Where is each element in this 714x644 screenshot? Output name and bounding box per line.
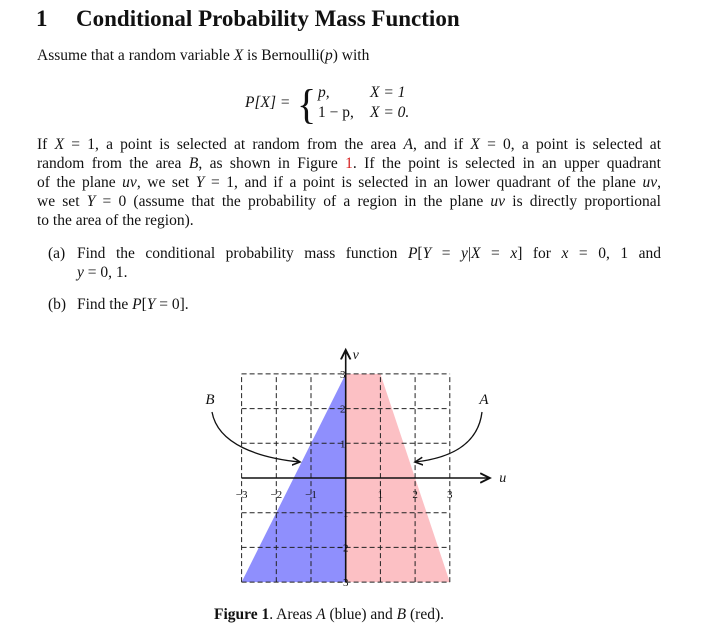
math-symbol: uv <box>122 174 137 191</box>
figure-reference-link[interactable]: 1 <box>345 155 353 172</box>
x-tick-label: 1 <box>378 489 384 501</box>
formula-brace: { <box>297 80 317 129</box>
caption-label: Figure 1 <box>214 606 270 623</box>
text-run: , and if <box>412 136 471 153</box>
section-title: Conditional Probability Mass Function <box>76 6 460 31</box>
math-symbol: p <box>324 47 333 64</box>
text-run: = 0 (assume that the probability of a re… <box>95 193 491 210</box>
math-symbol: Y <box>422 245 432 262</box>
text-run: is Bernoulli( <box>243 47 325 64</box>
text-run: Find the <box>77 296 133 313</box>
text-run: we set <box>37 193 87 210</box>
x-tick-label: 2 <box>412 489 418 501</box>
text-run: = 0]. <box>155 296 189 313</box>
x-tick-label: 3 <box>447 489 453 501</box>
text-run: If <box>37 136 55 153</box>
text-run: = 0, 1. <box>83 264 128 281</box>
paragraph-line: we set Y = 0 (assume that the probabilit… <box>37 193 661 211</box>
case-2-value: 1 − p, <box>318 104 354 121</box>
intro-line: Assume that a random variable X is Berno… <box>37 47 369 65</box>
text-run: = 0, 1 and <box>568 245 661 262</box>
caption-a: A <box>316 606 326 623</box>
part-a-line: y = 0, 1. <box>77 264 128 282</box>
section-heading: 1 Conditional Probability Mass Function <box>36 6 460 32</box>
caption-text: . Areas <box>269 606 317 623</box>
y-tick-label: 2 <box>340 404 346 416</box>
paragraph-line: If X = 1, a point is selected at random … <box>37 136 661 154</box>
math-symbol: A <box>403 136 413 153</box>
text-run: , <box>657 174 662 191</box>
math-symbol: X <box>471 245 481 262</box>
section-number: 1 <box>36 6 48 31</box>
x-tick-label: −1 <box>305 489 317 501</box>
text-run: ] for <box>517 245 562 262</box>
text-run: = <box>431 245 462 262</box>
v-axis-label: v <box>353 348 360 363</box>
text-run: = 0, a point is selected at <box>479 136 661 153</box>
arrow-a <box>415 411 483 462</box>
text-run: Assume that a random variable <box>37 47 234 64</box>
text-run: = <box>480 245 511 262</box>
y-tick-label: −3 <box>337 577 349 589</box>
text-run: [ <box>141 296 147 313</box>
part-b-label: (b) <box>48 296 67 313</box>
text-run: [ <box>417 245 423 262</box>
text-run: = 1, a point is selected at random from … <box>64 136 404 153</box>
math-symbol: P <box>407 245 418 262</box>
region-label-b: B <box>205 392 214 408</box>
formula-lhs: P[X] = <box>245 94 291 111</box>
text-run: , we set <box>136 174 196 191</box>
text-run: is directly proportional <box>505 193 661 210</box>
case-1-value: p, <box>318 84 330 101</box>
math-symbol: P <box>132 296 142 313</box>
figure-areas: −3 −2 −1 1 2 3 3 2 1 −1 −2 −3 u v B A <box>205 340 506 589</box>
math-symbol: uv <box>490 193 506 210</box>
caption-b: B <box>396 606 407 623</box>
math-symbol: X <box>233 47 244 64</box>
math-symbol: x <box>561 245 569 262</box>
y-tick-label: 3 <box>340 369 346 381</box>
y-tick-label: 1 <box>340 438 346 450</box>
figure-caption: Figure 1. Areas A (blue) and B (red). <box>214 606 444 624</box>
caption-text: (blue) and <box>325 606 397 623</box>
text-run: . If the point is selected in an upper q… <box>352 155 661 172</box>
u-axis-label: u <box>499 471 506 486</box>
x-tick-label: −3 <box>236 489 248 501</box>
math-symbol: Y <box>195 174 205 191</box>
y-tick-label: −2 <box>337 542 349 554</box>
text-run: = 1, and if a point is selected in an lo… <box>204 174 643 191</box>
caption-text: (red). <box>406 606 444 623</box>
text-run: Find the conditional probability mass fu… <box>77 245 408 262</box>
paragraph-line: random from the area B, as shown in Figu… <box>37 155 661 173</box>
paragraph-line: of the plane uv, we set Y = 1, and if a … <box>37 174 661 192</box>
math-symbol: Y <box>86 193 96 210</box>
arrow-b <box>211 411 300 462</box>
math-symbol: y <box>461 245 468 262</box>
math-symbol: x <box>510 245 518 262</box>
math-symbol: B <box>188 155 199 172</box>
text-run: ) with <box>332 47 370 64</box>
text-run: , as shown in Figure <box>198 155 346 172</box>
math-symbol: X <box>470 136 480 153</box>
region-label-a: A <box>478 392 489 408</box>
part-a-line: Find the conditional probability mass fu… <box>77 245 661 263</box>
x-tick-label: −2 <box>270 489 282 501</box>
part-a-label: (a) <box>48 245 66 262</box>
text-run: random from the area <box>37 155 189 172</box>
case-1-condition: X = 1 <box>370 84 406 101</box>
math-symbol: uv <box>642 174 658 191</box>
part-b-line: Find the P[Y = 0]. <box>77 296 189 314</box>
paragraph-line: to the area of the region). <box>37 212 194 230</box>
case-2-condition: X = 0. <box>370 104 410 121</box>
math-symbol: X <box>54 136 65 153</box>
text-run: to the area of the region). <box>37 212 194 229</box>
math-symbol: y <box>77 264 84 281</box>
math-symbol: Y <box>146 296 156 313</box>
text-run: | <box>467 245 472 262</box>
y-tick-label: −1 <box>337 508 349 520</box>
text-run: of the plane <box>37 174 123 191</box>
